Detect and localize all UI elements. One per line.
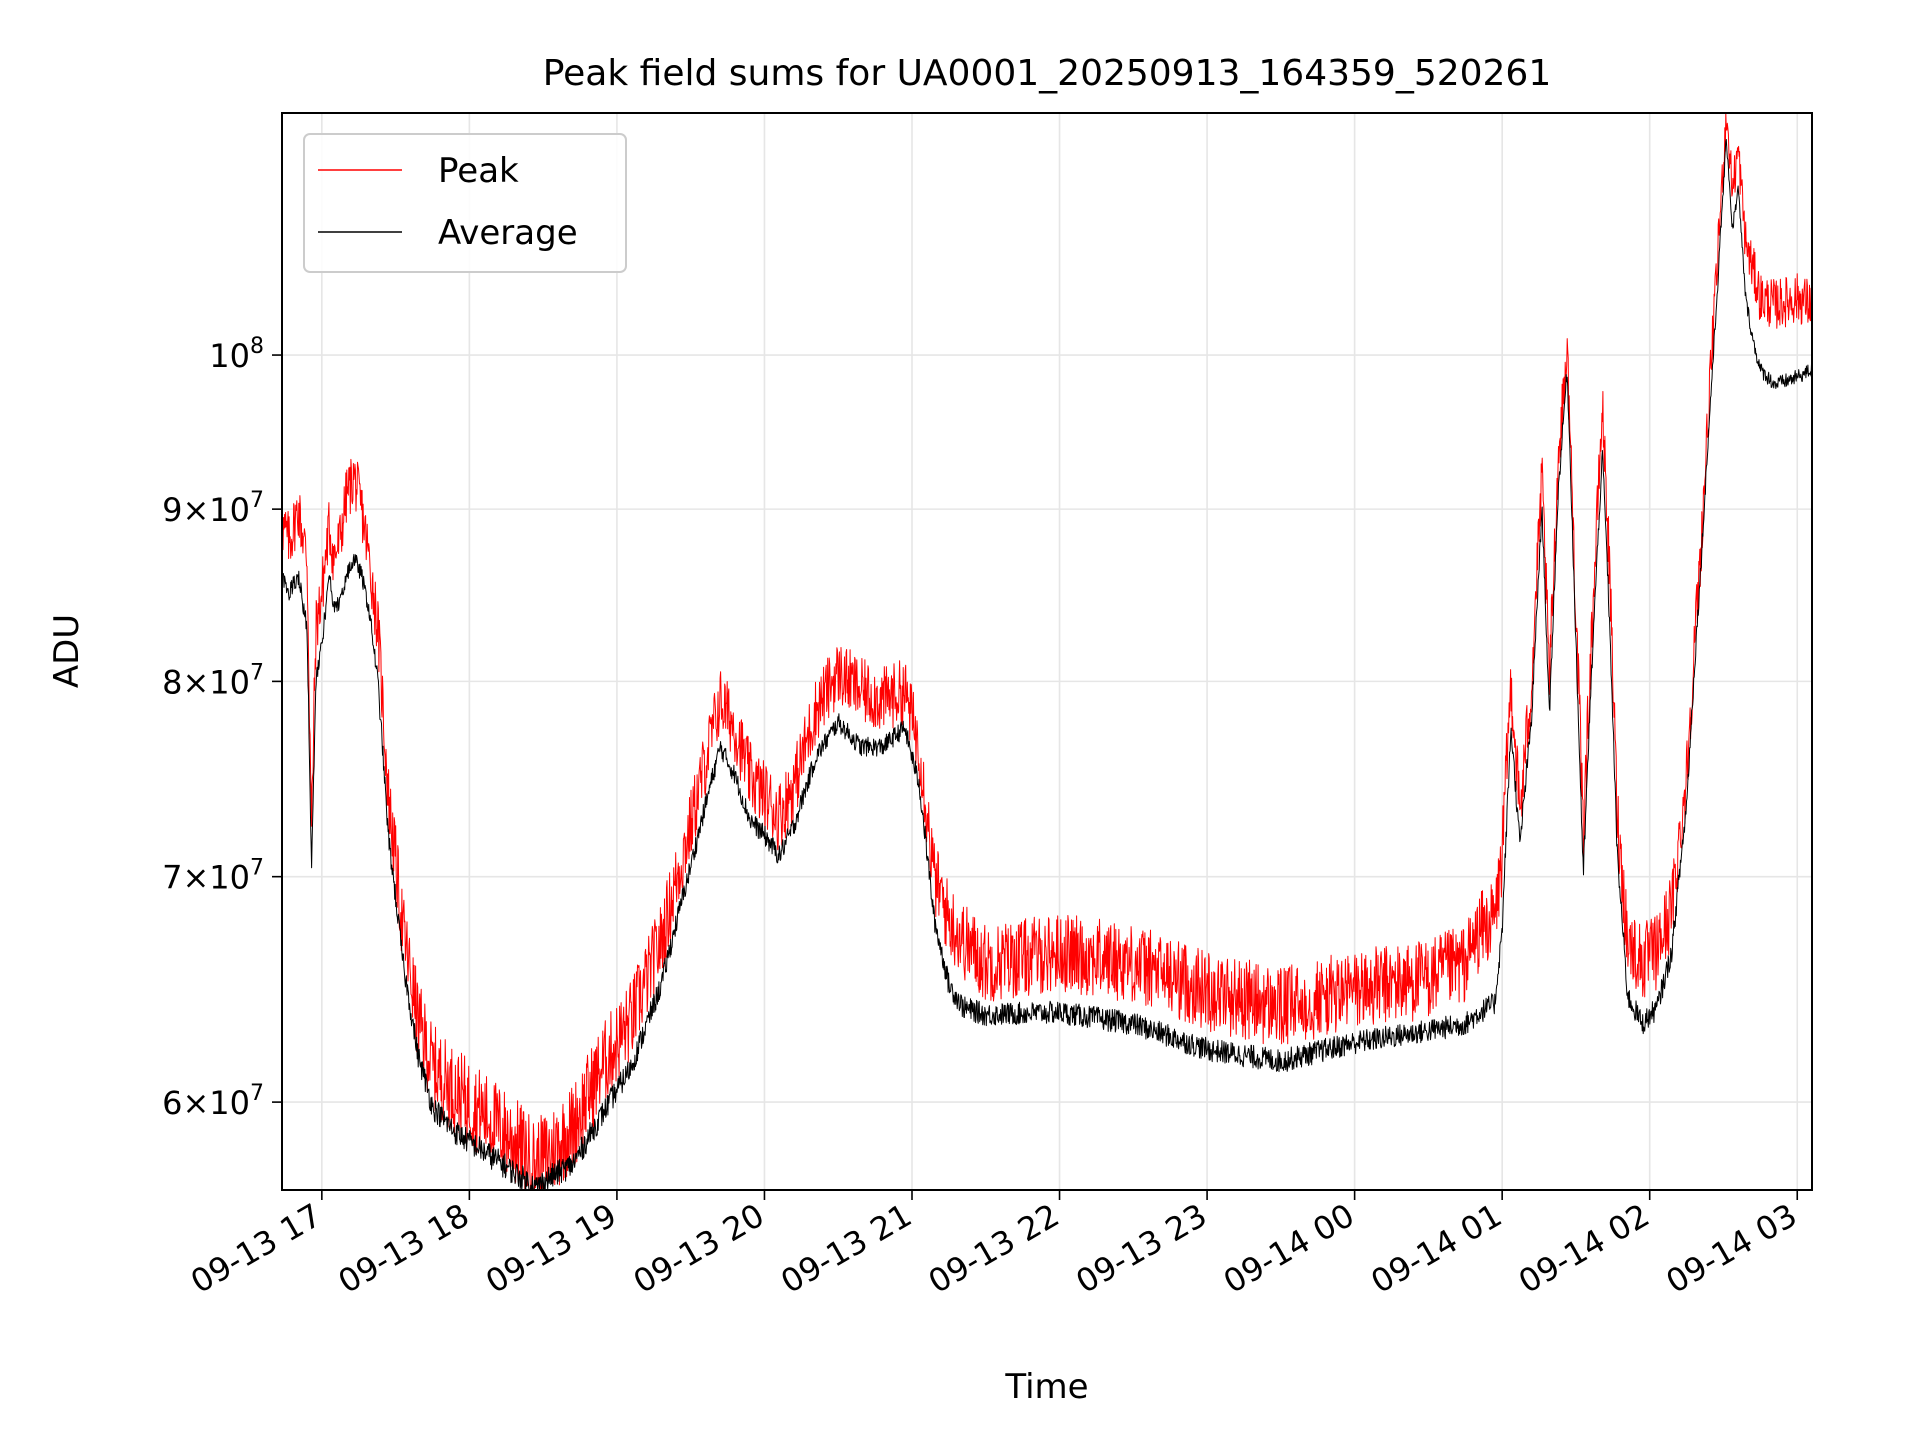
legend-label-peak: Peak [438,151,519,191]
y-tick-base: 10 [209,1084,250,1122]
y-tick-label: 6×107 [162,1081,264,1122]
y-tick-times: × [182,1084,209,1122]
y-axis-label: ADU [47,614,87,688]
y-tick-label: 7×107 [162,856,264,897]
y-tick-base: 10 [209,663,250,701]
y-tick-mantissa: 9 [162,491,182,529]
legend-box [303,133,627,273]
y-tick-mantissa: 7 [162,859,182,897]
plot-background [282,113,1812,1190]
y-tick-base: 10 [209,491,250,529]
y-tick-exponent: 7 [250,660,264,685]
y-tick-times: × [182,663,209,701]
x-axis-label: Time [1004,1367,1088,1407]
y-tick-label: 108 [209,334,264,375]
y-tick-base: 10 [209,337,250,375]
y-tick-exponent: 8 [250,334,264,359]
y-tick-times: × [182,491,209,529]
y-tick-base: 10 [209,859,250,897]
y-tick-exponent: 7 [250,1081,264,1106]
series-line-peak [281,112,1813,1191]
y-gridlines [282,354,1812,1103]
y-tick-mantissa: 8 [162,663,182,701]
legend: Peak Average [303,133,627,273]
legend-label-average: Average [438,213,578,253]
y-tick-exponent: 7 [250,856,264,881]
plot-area [281,112,1813,1191]
chart-title: Peak field sums for UA0001_20250913_1643… [543,53,1552,94]
y-tick-times: × [182,859,209,897]
y-tick-mantissa: 6 [162,1084,182,1122]
y-tick-exponent: 7 [250,488,264,513]
y-tick-label: 8×107 [162,660,264,701]
series-line-average [281,139,1813,1191]
y-tick-label: 9×107 [162,488,264,529]
plot-frame [281,112,1813,1191]
